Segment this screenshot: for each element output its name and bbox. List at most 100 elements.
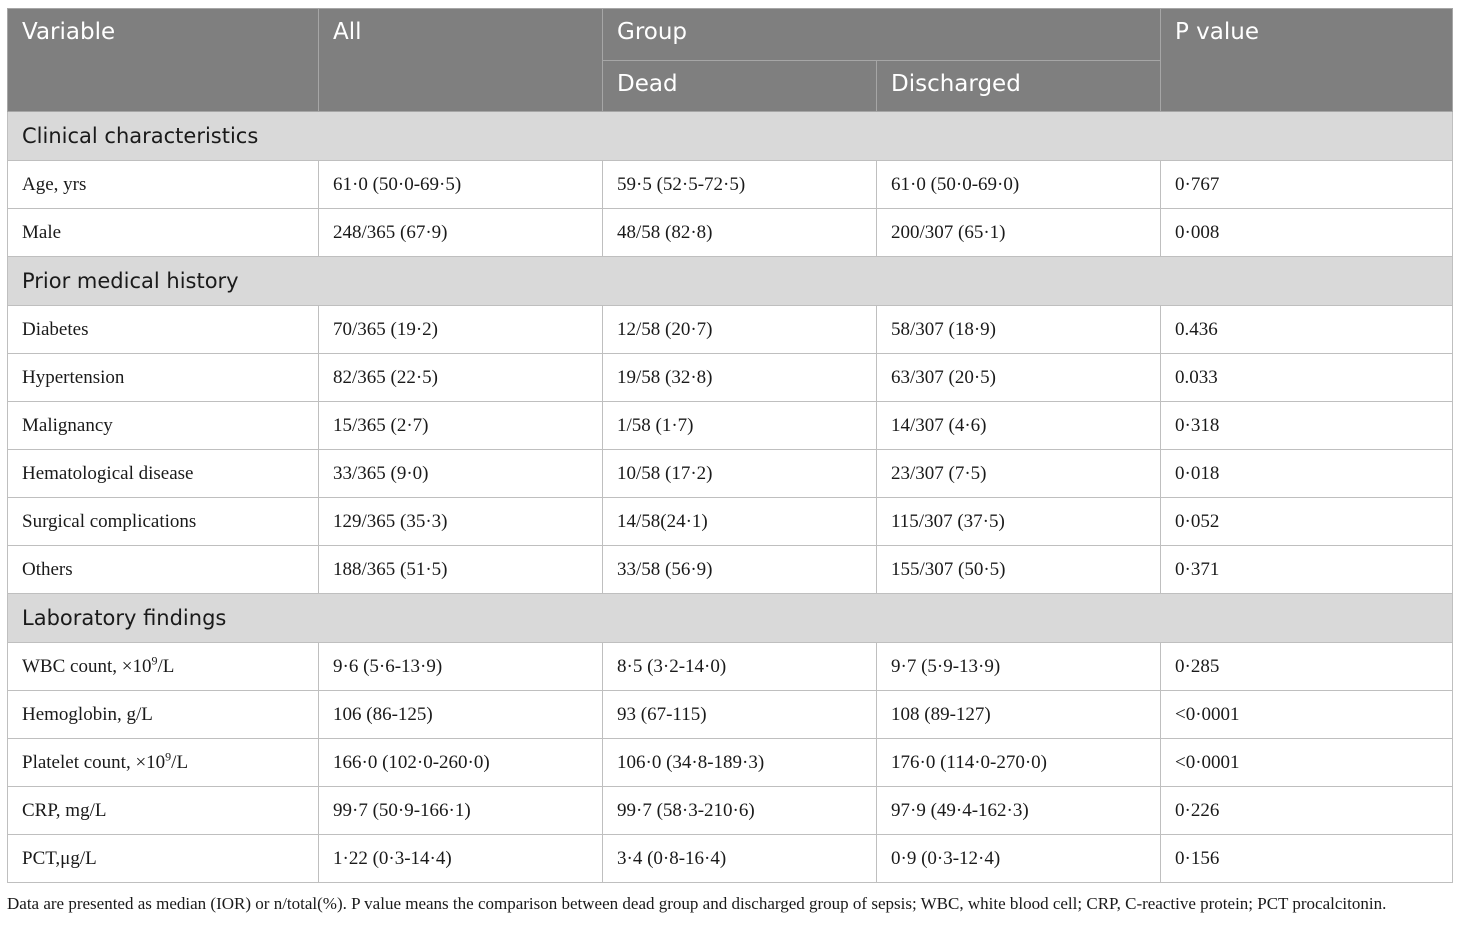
cell-variable: Hematological disease	[7, 449, 319, 498]
cell-all: 70/365 (19·2)	[318, 305, 603, 354]
cell-p-value: 0·318	[1160, 401, 1453, 450]
cell-p-value: 0·767	[1160, 160, 1453, 209]
header-group: Group	[602, 8, 1161, 61]
cell-discharged: 0·9 (0·3-12·4)	[876, 834, 1161, 883]
cell-p-value: 0·285	[1160, 642, 1453, 691]
cell-discharged: 200/307 (65·1)	[876, 208, 1161, 257]
table-row: Male 248/365 (67·9) 48/58 (82·8) 200/307 (6…	[7, 208, 1453, 257]
table-body: Clinical characteristics Age, yrs 61·0 (50…	[7, 111, 1453, 883]
cell-variable: Diabetes	[7, 305, 319, 354]
cell-p-value: <0·0001	[1160, 738, 1453, 787]
data-table: Variable All Group P value Dead Discharg…	[7, 8, 1453, 883]
section-row: Clinical characteristics	[7, 111, 1453, 161]
variable-superscript: 9	[165, 749, 172, 764]
section-title: Prior medical history	[7, 256, 1453, 306]
cell-variable: Surgical complications	[7, 497, 319, 546]
cell-dead: 19/58 (32·8)	[602, 353, 877, 402]
cell-all: 166·0 (102·0-260·0)	[318, 738, 603, 787]
cell-variable: Malignancy	[7, 401, 319, 450]
cell-variable: Hypertension	[7, 353, 319, 402]
cell-all: 9·6 (5·6-13·9)	[318, 642, 603, 691]
cell-all: 129/365 (35·3)	[318, 497, 603, 546]
table-row: PCT,μg/L 1·22 (0·3-14·4) 3·4 (0·8-16·4) 0·9…	[7, 834, 1453, 883]
section-row: Laboratory findings	[7, 593, 1453, 643]
table-footnote: Data are presented as median (IOR) or n/…	[7, 894, 1387, 913]
cell-variable: Age, yrs	[7, 160, 319, 209]
cell-discharged: 108 (89-127)	[876, 690, 1161, 739]
cell-dead: 14/58(24·1)	[602, 497, 877, 546]
table-row: Hematological disease 33/365 (9·0) 10/58 (…	[7, 449, 1453, 498]
cell-discharged: 14/307 (4·6)	[876, 401, 1161, 450]
cell-discharged: 176·0 (114·0-270·0)	[876, 738, 1161, 787]
table-row: Hypertension 82/365 (22·5) 19/58 (32·8) 63/…	[7, 353, 1453, 402]
cell-dead: 33/58 (56·9)	[602, 545, 877, 594]
cell-dead: 3·4 (0·8-16·4)	[602, 834, 877, 883]
table-header: Variable All Group P value Dead Discharg…	[7, 8, 1453, 112]
variable-text: WBC count, ×10	[22, 655, 152, 677]
header-dead: Dead	[602, 60, 877, 112]
variable-unit: /L	[171, 751, 189, 773]
cell-variable: PCT,μg/L	[7, 834, 319, 883]
cell-all: 61·0 (50·0-69·5)	[318, 160, 603, 209]
cell-dead: 8·5 (3·2-14·0)	[602, 642, 877, 691]
table-container: Variable All Group P value Dead Discharg…	[7, 8, 1453, 916]
variable-unit: /L	[157, 655, 175, 677]
cell-all: 248/365 (67·9)	[318, 208, 603, 257]
cell-discharged: 115/307 (37·5)	[876, 497, 1161, 546]
cell-p-value: 0·371	[1160, 545, 1453, 594]
cell-dead: 93 (67-115)	[602, 690, 877, 739]
cell-variable: Hemoglobin, g/L	[7, 690, 319, 739]
cell-all: 82/365 (22·5)	[318, 353, 603, 402]
cell-discharged: 58/307 (18·9)	[876, 305, 1161, 354]
cell-all: 1·22 (0·3-14·4)	[318, 834, 603, 883]
table-row: CRP, mg/L 99·7 (50·9-166·1) 99·7 (58·3-210…	[7, 786, 1453, 835]
table-row: Surgical complications 129/365 (35·3) 14/5…	[7, 497, 1453, 546]
table-row: WBC count, ×109/L 9·6 (5·6-13·9) 8·5 (3·2-…	[7, 642, 1453, 691]
cell-p-value: 0·226	[1160, 786, 1453, 835]
section-title: Laboratory findings	[7, 593, 1453, 643]
cell-all: 99·7 (50·9-166·1)	[318, 786, 603, 835]
table-row: Age, yrs 61·0 (50·0-69·5) 59·5 (52·5-72·5)…	[7, 160, 1453, 209]
cell-dead: 10/58 (17·2)	[602, 449, 877, 498]
section-title: Clinical characteristics	[7, 111, 1453, 161]
cell-dead: 12/58 (20·7)	[602, 305, 877, 354]
cell-p-value: 0.436	[1160, 305, 1453, 354]
cell-dead: 106·0 (34·8-189·3)	[602, 738, 877, 787]
table-row: Diabetes 70/365 (19·2) 12/58 (20·7) 58/307 …	[7, 305, 1453, 354]
cell-p-value: 0·018	[1160, 449, 1453, 498]
cell-variable: Male	[7, 208, 319, 257]
cell-all: 106 (86-125)	[318, 690, 603, 739]
header-p-value: P value	[1160, 8, 1453, 112]
cell-variable: WBC count, ×109/L	[7, 642, 319, 691]
variable-text: Platelet count, ×10	[22, 751, 166, 773]
table-row: Others 188/365 (51·5) 33/58 (56·9) 155/307 …	[7, 545, 1453, 594]
cell-all: 33/365 (9·0)	[318, 449, 603, 498]
cell-p-value: 0·156	[1160, 834, 1453, 883]
table-row: Malignancy 15/365 (2·7) 1/58 (1·7) 14/307 (…	[7, 401, 1453, 450]
cell-p-value: 0·008	[1160, 208, 1453, 257]
cell-discharged: 97·9 (49·4-162·3)	[876, 786, 1161, 835]
cell-discharged: 61·0 (50·0-69·0)	[876, 160, 1161, 209]
header-all: All	[318, 8, 603, 112]
cell-discharged: 155/307 (50·5)	[876, 545, 1161, 594]
cell-discharged: 63/307 (20·5)	[876, 353, 1161, 402]
table-row: Hemoglobin, g/L 106 (86-125) 93 (67-115) 10…	[7, 690, 1453, 739]
cell-dead: 59·5 (52·5-72·5)	[602, 160, 877, 209]
cell-all: 15/365 (2·7)	[318, 401, 603, 450]
cell-p-value: 0·052	[1160, 497, 1453, 546]
cell-dead: 48/58 (82·8)	[602, 208, 877, 257]
header-variable: Variable	[7, 8, 319, 112]
variable-superscript: 9	[151, 653, 158, 668]
cell-p-value: <0·0001	[1160, 690, 1453, 739]
cell-variable: Others	[7, 545, 319, 594]
cell-p-value: 0.033	[1160, 353, 1453, 402]
cell-discharged: 23/307 (7·5)	[876, 449, 1161, 498]
cell-all: 188/365 (51·5)	[318, 545, 603, 594]
cell-dead: 99·7 (58·3-210·6)	[602, 786, 877, 835]
cell-discharged: 9·7 (5·9-13·9)	[876, 642, 1161, 691]
section-row: Prior medical history	[7, 256, 1453, 306]
table-row: Platelet count, ×109/L 166·0 (102·0-260·0…	[7, 738, 1453, 787]
cell-dead: 1/58 (1·7)	[602, 401, 877, 450]
cell-variable: Platelet count, ×109/L	[7, 738, 319, 787]
header-discharged: Discharged	[876, 60, 1161, 112]
